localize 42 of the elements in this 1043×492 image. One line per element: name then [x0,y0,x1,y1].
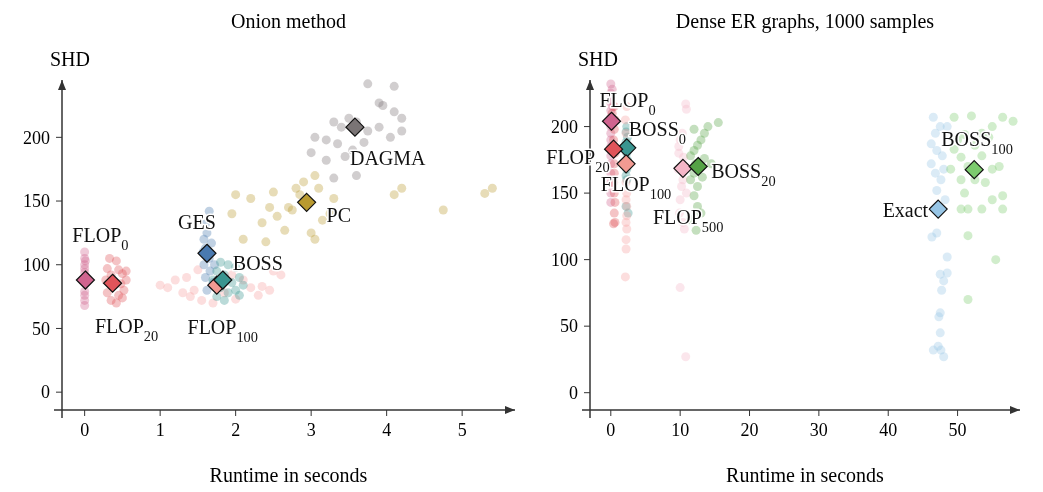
x-tick-label: 2 [231,420,241,440]
x-tick-label: 3 [306,420,316,440]
series-label: BOSS$_{100}$ [941,127,1013,157]
chart-title: Onion method [231,10,346,32]
series-label: FLOP$_{0}$ [599,89,656,119]
y-axis-title: SHD [578,48,619,70]
y-tick-label: 50 [32,318,50,339]
series-label: DAGMA [349,147,427,170]
x-axis-title: Runtime in seconds [726,464,885,486]
y-tick-label: 50 [560,316,578,337]
series-label: Exact [882,199,929,222]
series-label: BOSS$_{20}$ [711,160,776,190]
series-label: FLOP$_{0}$ [72,224,129,254]
y-tick-label: 100 [551,249,578,270]
x-tick-label: 30 [809,420,828,440]
y-tick-label: 150 [551,183,578,204]
x-tick-label: 4 [382,420,392,440]
x-tick-label: 50 [948,420,967,440]
y-axis-title: SHD [50,48,91,70]
y-tick-label: 150 [23,191,50,212]
x-tick-label: 1 [155,420,165,440]
x-tick-label: 0 [606,420,616,440]
x-tick-label: 40 [879,420,898,440]
series-label: FLOP$_{100}$ [600,172,672,202]
x-tick-label: 10 [671,420,690,440]
x-tick-label: 0 [80,420,90,440]
text: FLOP$_{500}$ [652,206,724,236]
series-label: FLOP$_{20}$ [94,315,159,345]
y-tick-label: 200 [23,127,50,148]
y-tick-label: 0 [569,383,578,403]
series-label: BOSS [232,252,283,275]
chart-title: Dense ER graphs, 1000 samples [675,10,935,33]
series-label: PC [326,204,352,227]
y-tick-label: 200 [551,116,578,137]
x-tick-label: 5 [457,420,467,440]
series-label: BOSS$_{0}$ [628,117,686,147]
y-tick-label: 0 [41,382,50,403]
series-label: GES [178,211,216,234]
y-tick-label: 100 [23,255,50,276]
x-axis-title: Runtime in seconds [209,464,368,486]
x-tick-label: 20 [740,420,759,440]
series-label: FLOP$_{100}$ [187,316,259,346]
